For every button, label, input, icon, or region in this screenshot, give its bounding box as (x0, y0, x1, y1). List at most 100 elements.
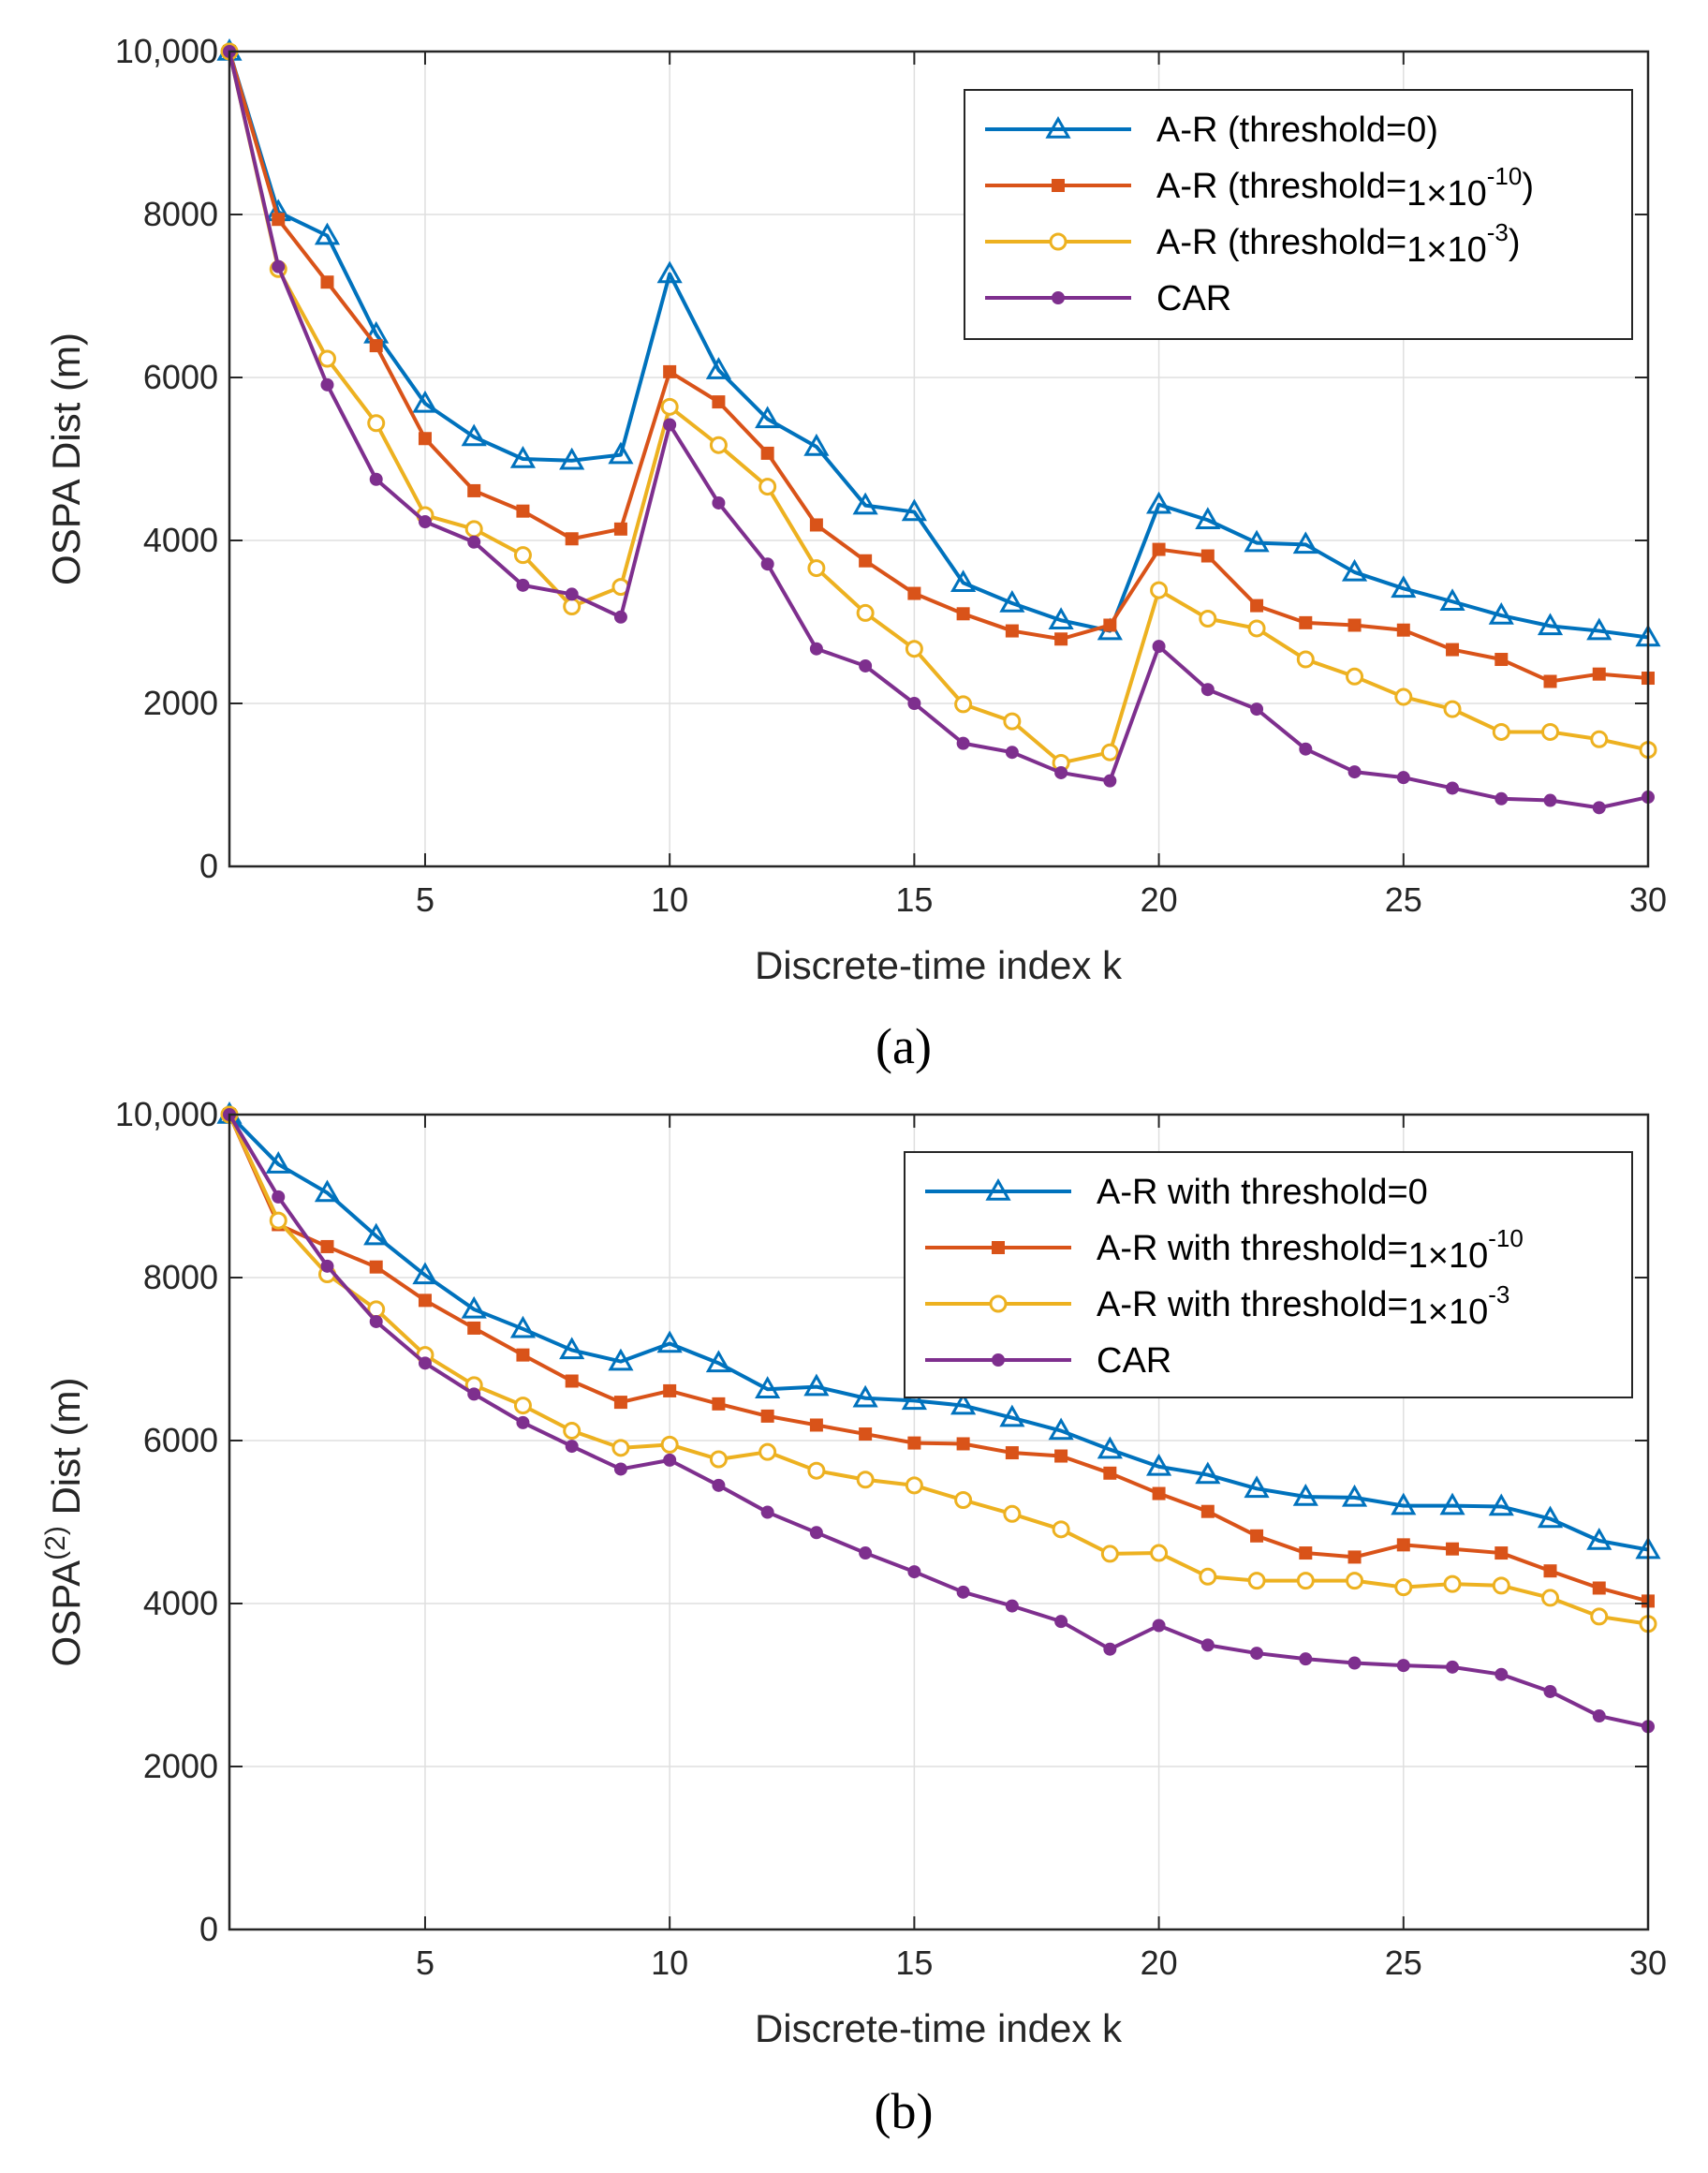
panel-a-series-2-point-23 (1296, 650, 1315, 669)
panel-a-series-1-point-20 (1152, 542, 1166, 556)
panel-a-caption: (a) (876, 1018, 932, 1074)
panel-a-series-3-point-15 (907, 697, 921, 710)
panel-b-series-2-point-15 (905, 1476, 923, 1495)
panel-a-series-2-point-22 (1247, 619, 1266, 638)
panel-a-series-0-point-15 (901, 498, 927, 522)
panel-b-legend-marker-2 (989, 1294, 1008, 1313)
panel-b-series-0-point-3 (314, 1179, 341, 1203)
panel-a-xtick-label-30: 30 (1629, 880, 1667, 919)
panel-b-series-3-point-7 (516, 1415, 530, 1429)
panel-a-series-1-point-11 (712, 395, 726, 409)
panel-a-series-2-point-29 (1590, 730, 1609, 748)
panel-b-xtick-label-5: 5 (416, 1944, 434, 1982)
panel-a-series-1-point-4 (369, 339, 383, 353)
panel-b-caption: (b) (875, 2083, 934, 2139)
panel-b-series-0-point-12 (755, 1376, 781, 1398)
panel-b-series-3-point-8 (565, 1440, 579, 1454)
panel-b-series-0 (216, 1101, 1661, 1560)
panel-a-series-0-point-14 (852, 492, 878, 515)
panel-b-series-3-point-18 (1054, 1615, 1068, 1629)
panel-a-series-1-point-18 (1054, 632, 1068, 646)
panel-a-legend-label-0-text: A-R (threshold=0) (1156, 111, 1438, 150)
panel-b-series-3-point-4 (369, 1314, 383, 1328)
panel-b-series-0-point-5 (412, 1262, 438, 1285)
panel-b-legend-label-2-mult: 1×10 (1408, 1293, 1489, 1332)
panel-b-xtick-label-10: 10 (651, 1944, 688, 1982)
panel-a-legend-label-1-suffix: ) (1522, 167, 1534, 206)
panel-a-legend-marker-2 (1049, 232, 1068, 251)
panel-b-series-2-point-10 (660, 1435, 679, 1454)
panel-b-series-1-point-16 (956, 1437, 970, 1451)
panel-b-series-0-point-4 (363, 1222, 390, 1246)
panel-a-legend: A-R (threshold=0)A-R (threshold=1×10-10)… (964, 89, 1633, 340)
panel-b-series-0-point-21 (1195, 1461, 1221, 1485)
panel-a-series-1-point-6 (467, 483, 481, 497)
panel-b-ytick-label-8000: 8000 (143, 1258, 218, 1296)
panel-a-series-2-point-27 (1492, 722, 1510, 741)
panel-b-series-2-point-9 (611, 1439, 630, 1457)
panel-b-series-2-point-2 (269, 1211, 287, 1230)
panel-a-series-2-point-26 (1443, 700, 1462, 718)
panel-a-ytick-label-10000: 10,000 (115, 32, 218, 70)
panel-b-series-2-point-27 (1492, 1576, 1510, 1595)
panel-b-series-3-point-20 (1152, 1619, 1166, 1633)
panel-a-ytick-label-6000: 6000 (143, 358, 218, 396)
panel-a-series-1-point-23 (1299, 615, 1313, 629)
panel-b-series-3-point-28 (1543, 1684, 1557, 1698)
panel-b-ylabel-tail: Dist (m) (44, 1378, 88, 1527)
panel-a-series-3-point-14 (859, 658, 873, 673)
panel-a-series-1-point-29 (1592, 667, 1606, 681)
panel-b-ylabel-superscript: (2) (40, 1526, 71, 1560)
panel-a-series-3-point-19 (1103, 774, 1117, 788)
panel-a-series-1-point-9 (613, 522, 627, 536)
panel-b-series-0-point-19 (1097, 1436, 1123, 1459)
panel-b-series-2-point-8 (563, 1422, 582, 1441)
panel-a-legend-label-1-exp: -10 (1487, 162, 1523, 190)
panel-b-series-0-point-7 (509, 1315, 537, 1338)
panel-a-series-1-point-21 (1200, 549, 1215, 563)
panel-a-series-3-point-23 (1299, 742, 1313, 756)
panel-a-series-2-point-13 (807, 559, 826, 578)
panel-a-series-3-line (228, 51, 1649, 810)
panel-b-series-1-point-20 (1152, 1486, 1166, 1500)
panel-b-series-1-point-5 (418, 1293, 432, 1308)
panel-b-ticks: 5 10 15 20 25 30 0 2000 4000 6000 8000 10,000 (115, 1095, 1667, 1982)
panel-a-series-1-point-12 (760, 446, 774, 460)
panel-a-series-2-point-24 (1346, 667, 1364, 686)
panel-b-series-2-point-17 (1003, 1504, 1022, 1523)
panel-a-series-0-point-29 (1586, 617, 1612, 641)
panel-b-legend-label-1-text: A-R with threshold= (1097, 1229, 1408, 1268)
panel-b-legend-marker-3 (992, 1353, 1005, 1367)
panel-b-series-2-point-18 (1052, 1520, 1070, 1539)
panel-a-series-1-point-16 (956, 607, 970, 621)
panel-b-series-3 (223, 1108, 1655, 1734)
panel-b-legend-marker-1 (992, 1241, 1005, 1254)
panel-a-legend-label-2: A-R (threshold=1×10-3) (1156, 218, 1521, 270)
panel-b-series-3-point-26 (1446, 1660, 1460, 1674)
panel-b-series-2-point-23 (1296, 1572, 1315, 1590)
panel-a-series-3-point-21 (1200, 683, 1215, 697)
panel-a-xtick-label-15: 15 (895, 880, 933, 919)
panel-b-legend-label-2-exp: -3 (1488, 1280, 1509, 1308)
panel-b-series-2-point-29 (1590, 1607, 1609, 1626)
panel-a-series-2-point-10 (660, 397, 679, 416)
panel-b-series-1-point-10 (663, 1383, 677, 1397)
panel-b-legend-label-1-mult: 1×10 (1408, 1236, 1489, 1276)
panel-a-series-3-point-28 (1543, 793, 1557, 807)
panel-a-series-0-point-27 (1488, 602, 1514, 625)
panel-b-series-0-point-10 (656, 1330, 683, 1353)
panel-b-series-3-point-25 (1396, 1659, 1410, 1673)
panel-a-series-3 (223, 45, 1655, 815)
panel-b-series-3-point-24 (1347, 1656, 1362, 1670)
panel-b-series-2-point-22 (1247, 1572, 1266, 1590)
panel-a-legend-label-2-exp: -3 (1487, 218, 1509, 246)
panel-b-series-0-point-11 (705, 1350, 731, 1373)
panel-a-series-0-point-11 (705, 357, 731, 379)
panel-b-series-1-point-13 (809, 1418, 823, 1432)
panel-a-series-3-point-24 (1347, 765, 1362, 779)
panel-b-series-0-line (228, 1113, 1649, 1552)
panel-b-series-2-point-24 (1346, 1572, 1364, 1590)
panel-a-series-3-point-16 (956, 736, 970, 750)
panel-a-series-0-point-25 (1391, 575, 1417, 599)
panel-a-series-0-point-23 (1292, 531, 1318, 554)
